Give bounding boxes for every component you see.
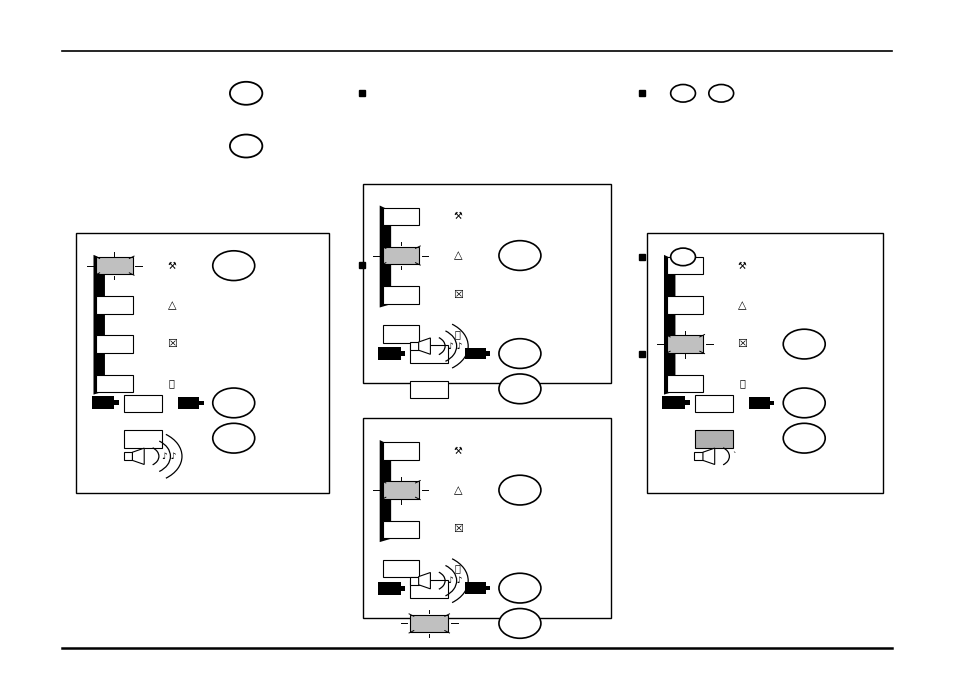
Circle shape bbox=[670, 84, 695, 102]
Bar bbox=[178, 397, 199, 409]
Bar bbox=[382, 442, 418, 460]
Bar bbox=[410, 381, 448, 398]
Bar bbox=[96, 335, 132, 353]
Text: ☒: ☒ bbox=[737, 339, 746, 349]
Bar bbox=[382, 325, 418, 343]
Bar bbox=[124, 395, 162, 412]
Bar bbox=[410, 580, 448, 598]
Bar bbox=[694, 395, 732, 412]
Polygon shape bbox=[132, 448, 144, 464]
Bar bbox=[362, 184, 610, 383]
Text: ⚒: ⚒ bbox=[167, 261, 176, 270]
Text: ♪ ♪: ♪ ♪ bbox=[447, 576, 461, 585]
Text: ☒: ☒ bbox=[453, 290, 462, 299]
Bar bbox=[410, 577, 418, 585]
Bar bbox=[748, 397, 769, 409]
Text: ☒: ☒ bbox=[167, 339, 176, 349]
Bar bbox=[96, 296, 132, 314]
Bar bbox=[400, 585, 405, 591]
Circle shape bbox=[498, 374, 540, 404]
Bar bbox=[646, 233, 882, 493]
Polygon shape bbox=[663, 255, 675, 395]
Circle shape bbox=[230, 135, 262, 158]
Bar bbox=[377, 581, 400, 595]
Circle shape bbox=[498, 339, 540, 368]
Text: ⛄: ⛄ bbox=[739, 379, 744, 388]
Circle shape bbox=[670, 248, 695, 266]
Text: ˋ: ˋ bbox=[731, 452, 736, 461]
Bar bbox=[382, 247, 418, 264]
Circle shape bbox=[213, 388, 254, 418]
Polygon shape bbox=[379, 440, 391, 542]
Bar bbox=[464, 582, 485, 594]
Bar bbox=[96, 375, 132, 392]
Circle shape bbox=[782, 388, 824, 418]
Bar bbox=[114, 400, 119, 406]
Text: ⛄: ⛄ bbox=[455, 329, 460, 339]
Bar bbox=[666, 335, 702, 353]
Bar bbox=[410, 345, 448, 363]
Circle shape bbox=[498, 573, 540, 603]
Polygon shape bbox=[702, 448, 714, 464]
Bar bbox=[382, 481, 418, 499]
Bar bbox=[382, 208, 418, 225]
Circle shape bbox=[230, 82, 262, 105]
Bar bbox=[382, 521, 418, 538]
Bar bbox=[377, 347, 400, 360]
Circle shape bbox=[782, 423, 824, 453]
Circle shape bbox=[708, 84, 733, 102]
Bar bbox=[76, 233, 329, 493]
Bar bbox=[410, 614, 448, 632]
Text: ♪ ♪: ♪ ♪ bbox=[447, 341, 461, 351]
Circle shape bbox=[498, 241, 540, 270]
Polygon shape bbox=[418, 573, 430, 589]
Text: △: △ bbox=[454, 251, 461, 260]
Bar bbox=[694, 452, 702, 460]
Bar bbox=[769, 400, 773, 406]
Bar bbox=[464, 347, 485, 360]
Bar bbox=[666, 296, 702, 314]
Text: ⛄: ⛄ bbox=[455, 564, 460, 573]
Bar bbox=[124, 430, 162, 448]
Bar bbox=[485, 351, 489, 356]
Bar bbox=[199, 400, 203, 406]
Text: ⚒: ⚒ bbox=[453, 446, 462, 456]
Text: ⛄: ⛄ bbox=[169, 379, 174, 388]
Text: ♪ ♪: ♪ ♪ bbox=[161, 452, 175, 461]
Bar bbox=[694, 430, 732, 448]
Text: ⚒: ⚒ bbox=[737, 261, 746, 270]
Bar bbox=[666, 257, 702, 274]
Text: △: △ bbox=[168, 300, 175, 310]
Bar bbox=[382, 560, 418, 577]
Bar bbox=[124, 452, 132, 460]
Bar bbox=[485, 585, 489, 591]
Bar bbox=[362, 418, 610, 618]
Circle shape bbox=[498, 608, 540, 638]
Text: △: △ bbox=[738, 300, 745, 310]
Bar bbox=[91, 396, 114, 410]
Text: △: △ bbox=[454, 485, 461, 495]
Bar bbox=[661, 396, 684, 410]
Bar bbox=[400, 351, 405, 356]
Bar bbox=[684, 400, 689, 406]
Polygon shape bbox=[418, 338, 430, 354]
Polygon shape bbox=[379, 206, 391, 308]
Circle shape bbox=[213, 251, 254, 281]
Text: ☒: ☒ bbox=[453, 525, 462, 534]
Bar bbox=[410, 342, 418, 350]
Bar bbox=[382, 286, 418, 304]
Circle shape bbox=[213, 423, 254, 453]
Circle shape bbox=[782, 329, 824, 359]
Text: ⚒: ⚒ bbox=[453, 212, 462, 221]
Bar bbox=[666, 375, 702, 392]
Polygon shape bbox=[93, 255, 105, 395]
Circle shape bbox=[498, 475, 540, 505]
Bar bbox=[96, 257, 132, 274]
